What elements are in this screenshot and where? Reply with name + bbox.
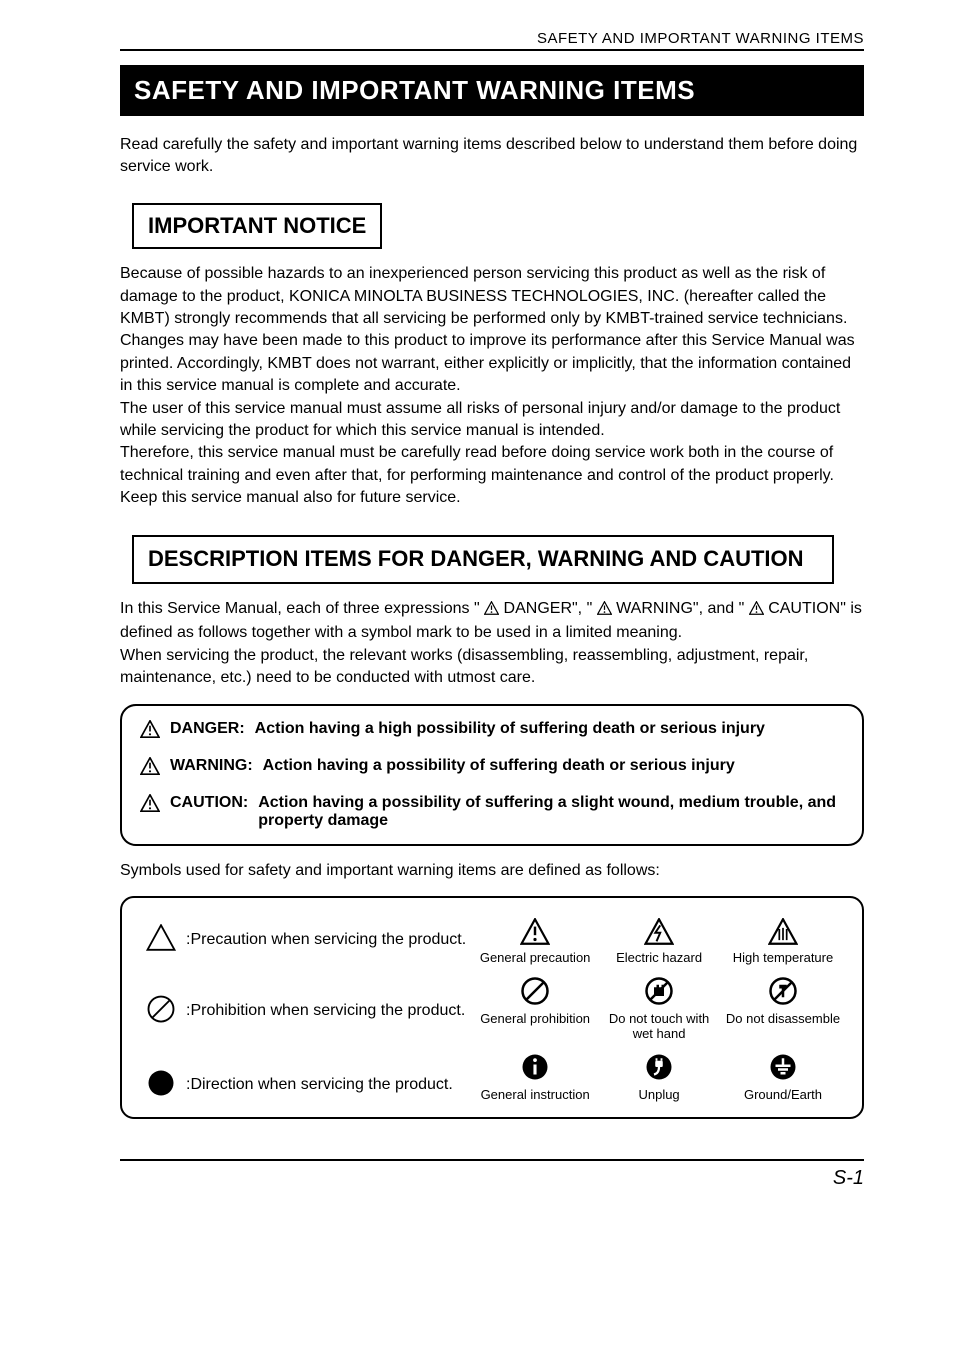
warning-triangle-icon: [140, 757, 160, 780]
legend-high-temperature-label: High temperature: [733, 951, 833, 966]
warning-text: Action having a possibility of suffering…: [263, 757, 844, 775]
legend-direction-row: :Direction when servicing the product.: [146, 1068, 466, 1103]
legend-ground-earth: Ground/Earth: [724, 1052, 842, 1103]
footer-rule: S-1: [120, 1159, 864, 1190]
description-body-1: In this Service Manual, each of three ex…: [120, 598, 864, 690]
legend-general-prohibition: General prohibition: [476, 976, 594, 1042]
page-number: S-1: [833, 1167, 864, 1189]
do-not-disassemble-icon: [768, 976, 798, 1010]
warning-triangle-icon: [140, 794, 160, 817]
prohibition-outline-icon: [146, 994, 176, 1029]
danger-warning-caution-callout: DANGER: Action having a high possibility…: [120, 704, 864, 846]
general-precaution-icon: [520, 918, 550, 949]
description-heading-box: DESCRIPTION ITEMS FOR DANGER, WARNING AN…: [132, 535, 834, 584]
symbols-intro: Symbols used for safety and important wa…: [120, 860, 864, 882]
danger-row: DANGER: Action having a high possibility…: [140, 720, 844, 743]
legend-precaution-row: :Precaution when servicing the product.: [146, 924, 466, 956]
legend-prohibition-text: :Prohibition when servicing the product.: [186, 1001, 465, 1022]
warning-triangle-icon: [140, 720, 160, 743]
legend-general-instruction-label: General instruction: [481, 1088, 590, 1103]
legend-unplug-label: Unplug: [638, 1088, 679, 1103]
legend-prohibition-row: :Prohibition when servicing the product.: [146, 994, 466, 1029]
main-title-bar: SAFETY AND IMPORTANT WARNING ITEMS: [120, 65, 864, 116]
legend-ground-earth-label: Ground/Earth: [744, 1088, 822, 1103]
symbol-legend-box: :Precaution when servicing the product. …: [120, 896, 864, 1119]
legend-general-instruction: General instruction: [476, 1052, 594, 1103]
description-body-2: When servicing the product, the relevant…: [120, 647, 808, 686]
description-body-1b: DANGER", ": [504, 600, 593, 617]
main-title: SAFETY AND IMPORTANT WARNING ITEMS: [134, 75, 850, 106]
legend-electric-hazard: Electric hazard: [600, 918, 718, 966]
legend-precaution-text: :Precaution when servicing the product.: [186, 930, 466, 951]
intro-paragraph: Read carefully the safety and important …: [120, 134, 864, 177]
warning-row: WARNING: Action having a possibility of …: [140, 757, 844, 780]
danger-text: Action having a high possibility of suff…: [255, 720, 844, 738]
legend-left-column: :Precaution when servicing the product. …: [146, 918, 466, 1103]
legend-general-precaution-label: General precaution: [480, 951, 591, 966]
legend-electric-hazard-label: Electric hazard: [616, 951, 702, 966]
legend-direction-text: :Direction when servicing the product.: [186, 1075, 453, 1096]
general-instruction-icon: [520, 1052, 550, 1086]
caution-row: CAUTION: Action having a possibility of …: [140, 794, 844, 830]
general-prohibition-icon: [520, 976, 550, 1010]
caution-text: Action having a possibility of suffering…: [258, 794, 844, 830]
important-notice-body: Because of possible hazards to an inexpe…: [120, 263, 864, 509]
header-rule: [120, 49, 864, 51]
legend-high-temperature: High temperature: [724, 918, 842, 966]
filled-circle-icon: [146, 1068, 176, 1103]
description-body-1c: WARNING", and ": [616, 600, 744, 617]
triangle-outline-icon: [146, 924, 176, 956]
warning-triangle-icon: [597, 600, 612, 622]
important-notice-heading: IMPORTANT NOTICE: [148, 213, 366, 239]
description-heading: DESCRIPTION ITEMS FOR DANGER, WARNING AN…: [148, 545, 818, 574]
legend-unplug: Unplug: [600, 1052, 718, 1103]
warning-triangle-icon: [484, 600, 499, 622]
warning-label: WARNING:: [170, 757, 253, 775]
warning-triangle-icon: [749, 600, 764, 622]
legend-wet-hand: Do not touch with wet hand: [600, 976, 718, 1042]
danger-label: DANGER:: [170, 720, 245, 738]
high-temperature-icon: [768, 918, 798, 949]
legend-do-not-disassemble: Do not disassemble: [724, 976, 842, 1042]
legend-do-not-disassemble-label: Do not disassemble: [726, 1012, 840, 1027]
unplug-icon: [644, 1052, 674, 1086]
do-not-touch-wet-hand-icon: [644, 976, 674, 1010]
legend-general-prohibition-label: General prohibition: [480, 1012, 590, 1027]
legend-right-grid: General precaution Electric hazard High …: [476, 918, 842, 1103]
important-notice-heading-box: IMPORTANT NOTICE: [132, 203, 382, 249]
caution-label: CAUTION:: [170, 794, 248, 812]
description-body-1a: In this Service Manual, each of three ex…: [120, 600, 480, 617]
legend-wet-hand-label: Do not touch with wet hand: [600, 1012, 718, 1042]
legend-general-precaution: General precaution: [476, 918, 594, 966]
electric-hazard-icon: [644, 918, 674, 949]
running-header: SAFETY AND IMPORTANT WARNING ITEMS: [120, 30, 864, 47]
ground-earth-icon: [768, 1052, 798, 1086]
